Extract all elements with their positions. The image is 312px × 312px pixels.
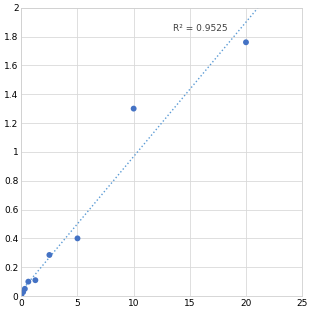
- Point: [131, 106, 136, 111]
- Point: [33, 278, 38, 283]
- Point: [19, 294, 24, 299]
- Text: R² = 0.9525: R² = 0.9525: [173, 24, 227, 33]
- Point: [243, 40, 248, 45]
- Point: [21, 290, 26, 295]
- Point: [75, 236, 80, 241]
- Point: [22, 286, 27, 291]
- Point: [26, 279, 31, 284]
- Point: [47, 252, 52, 257]
